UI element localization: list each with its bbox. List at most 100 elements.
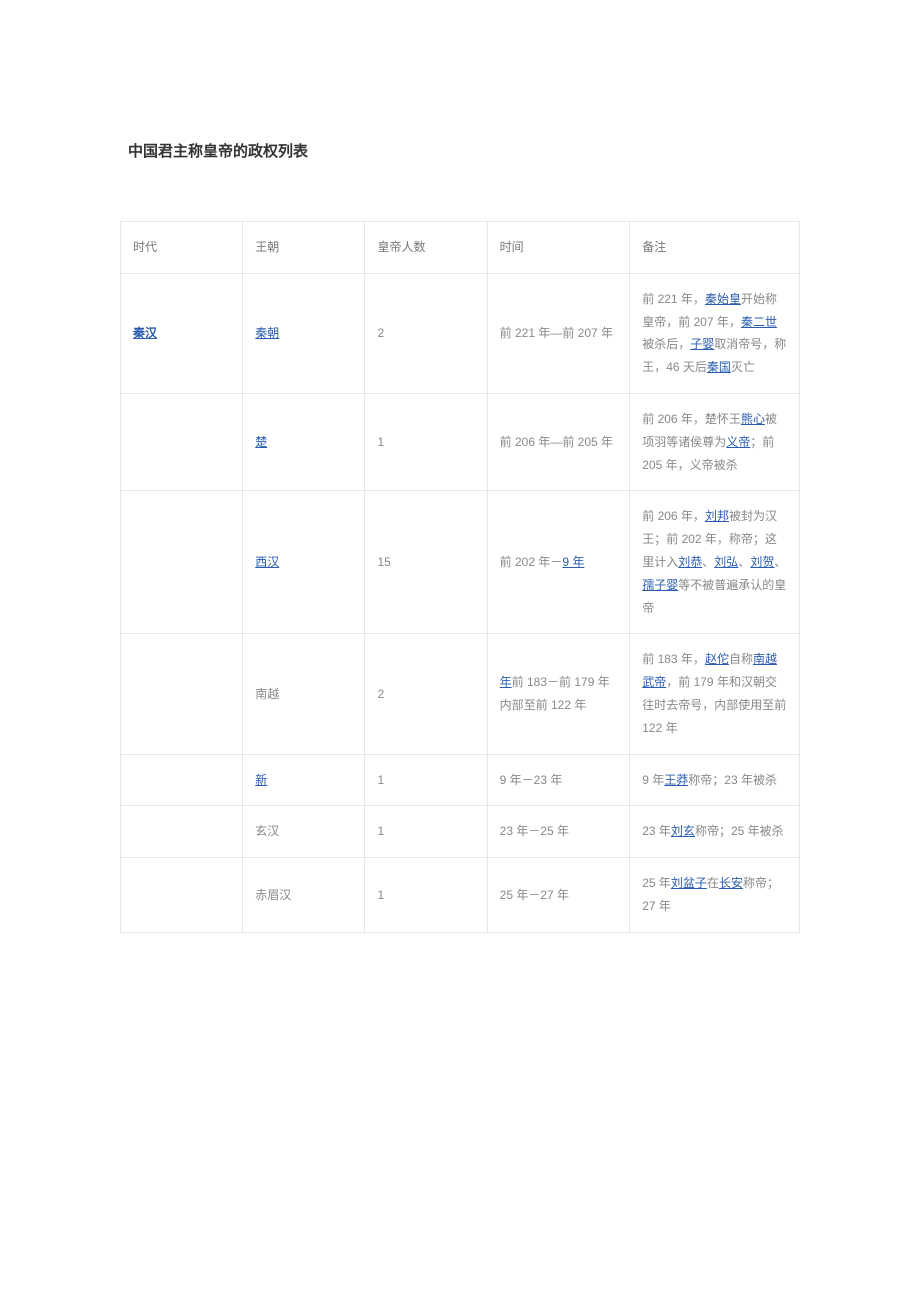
notes-link[interactable]: 秦二世: [741, 315, 777, 329]
notes-text: 灭亡: [731, 360, 755, 374]
cell-era: [121, 491, 243, 634]
cell-count: 1: [365, 393, 487, 490]
header-dynasty: 王朝: [243, 222, 365, 274]
dynasty-link[interactable]: 秦朝: [255, 326, 279, 340]
time-text: 25 年－27 年: [500, 888, 569, 902]
notes-text: 称帝；23 年被杀: [688, 773, 777, 787]
notes-text: 、: [738, 555, 750, 569]
cell-era: [121, 634, 243, 754]
cell-dynasty: 玄汉: [243, 806, 365, 858]
cell-era: 秦汉: [121, 273, 243, 393]
cell-time: 前 202 年－9 年: [487, 491, 630, 634]
dynasty-text: 赤眉汉: [255, 888, 291, 902]
notes-text: 9 年: [642, 773, 664, 787]
time-link[interactable]: 年: [500, 675, 512, 689]
cell-time: 23 年－25 年: [487, 806, 630, 858]
dynasty-link[interactable]: 楚: [255, 435, 267, 449]
notes-text: 被杀后，: [642, 337, 690, 351]
cell-notes: 前 183 年，赵佗自称南越武帝，前 179 年和汉朝交往时去帝号，内部使用至前…: [630, 634, 800, 754]
notes-link[interactable]: 孺子婴: [642, 578, 678, 592]
time-text: 内部至前 122 年: [500, 698, 587, 712]
time-text: 前 221 年—前 207 年: [500, 326, 613, 340]
cell-era: [121, 754, 243, 806]
notes-link[interactable]: 刘弘: [714, 555, 738, 569]
header-count: 皇帝人数: [365, 222, 487, 274]
notes-link[interactable]: 秦国: [707, 360, 731, 374]
emperor-regimes-table: 时代 王朝 皇帝人数 时间 备注 秦汉秦朝2前 221 年—前 207 年前 2…: [120, 221, 800, 933]
cell-time: 前 221 年—前 207 年: [487, 273, 630, 393]
cell-notes: 前 206 年，楚怀王熊心被项羽等诸侯尊为义帝；前 205 年，义帝被杀: [630, 393, 800, 490]
cell-count: 2: [365, 634, 487, 754]
table-row: 赤眉汉 1 25 年－27 年 25 年刘盆子在长安称帝；27 年: [121, 858, 800, 933]
cell-count: 1: [365, 806, 487, 858]
time-text: 前 206 年—前 205 年: [500, 435, 613, 449]
cell-notes: 前 206 年，刘邦被封为汉王；前 202 年，称帝；这里计入刘恭、刘弘、刘贺、…: [630, 491, 800, 634]
cell-dynasty: 西汉: [243, 491, 365, 634]
cell-count: 1: [365, 754, 487, 806]
cell-notes: 25 年刘盆子在长安称帝；27 年: [630, 858, 800, 933]
notes-text: 、: [774, 555, 786, 569]
notes-link[interactable]: 熊心: [741, 412, 765, 426]
time-text: 23 年－25 年: [500, 824, 569, 838]
cell-time: 25 年－27 年: [487, 858, 630, 933]
notes-link[interactable]: 义帝: [726, 435, 750, 449]
notes-link[interactable]: 刘贺: [750, 555, 774, 569]
table-row: 新 1 9 年－23 年 9 年王莽称帝；23 年被杀: [121, 754, 800, 806]
cell-count: 1: [365, 858, 487, 933]
cell-dynasty: 新: [243, 754, 365, 806]
notes-text: 23 年: [642, 824, 671, 838]
notes-link[interactable]: 王莽: [664, 773, 688, 787]
cell-notes: 前 221 年，秦始皇开始称皇帝，前 207 年，秦二世被杀后，子婴取消帝号，称…: [630, 273, 800, 393]
time-link[interactable]: 9 年: [562, 555, 584, 569]
notes-link[interactable]: 秦始皇: [705, 292, 741, 306]
table-row: 南越2年前 183－前 179 年内部至前 122 年前 183 年，赵佗自称南…: [121, 634, 800, 754]
cell-era: [121, 858, 243, 933]
header-notes: 备注: [630, 222, 800, 274]
notes-link[interactable]: 赵佗: [705, 652, 729, 666]
time-text: 前 183－前 179 年: [512, 675, 610, 689]
cell-time: 9 年－23 年: [487, 754, 630, 806]
notes-link[interactable]: 长安: [719, 876, 743, 890]
notes-link[interactable]: 刘盆子: [671, 876, 707, 890]
cell-dynasty: 楚: [243, 393, 365, 490]
time-text: 9 年－23 年: [500, 773, 563, 787]
notes-text: 前 206 年，: [642, 509, 705, 523]
notes-text: 前 221 年，: [642, 292, 705, 306]
notes-link[interactable]: 刘恭: [678, 555, 702, 569]
notes-text: 称帝；25 年被杀: [695, 824, 784, 838]
table-row: 西汉15前 202 年－9 年前 206 年，刘邦被封为汉王；前 202 年，称…: [121, 491, 800, 634]
table-header-row: 时代 王朝 皇帝人数 时间 备注: [121, 222, 800, 274]
dynasty-link[interactable]: 西汉: [255, 555, 279, 569]
page-title: 中国君主称皇帝的政权列表: [120, 140, 800, 161]
table-row: 秦汉秦朝2前 221 年—前 207 年前 221 年，秦始皇开始称皇帝，前 2…: [121, 273, 800, 393]
notes-text: 前 206 年，楚怀王: [642, 412, 741, 426]
cell-era: [121, 806, 243, 858]
notes-text: 自称: [729, 652, 753, 666]
notes-link[interactable]: 刘玄: [671, 824, 695, 838]
cell-dynasty: 秦朝: [243, 273, 365, 393]
cell-time: 年前 183－前 179 年内部至前 122 年: [487, 634, 630, 754]
cell-era: [121, 393, 243, 490]
notes-text: 、: [702, 555, 714, 569]
notes-link[interactable]: 刘邦: [705, 509, 729, 523]
notes-text: 25 年: [642, 876, 671, 890]
notes-text: 前 183 年，: [642, 652, 705, 666]
dynasty-text: 南越: [255, 687, 279, 701]
notes-link[interactable]: 子婴: [690, 337, 714, 351]
dynasty-link[interactable]: 新: [255, 773, 267, 787]
header-era: 时代: [121, 222, 243, 274]
header-time: 时间: [487, 222, 630, 274]
table-row: 楚 1 前 206 年—前 205 年 前 206 年，楚怀王熊心被项羽等诸侯尊为义帝…: [121, 393, 800, 490]
cell-dynasty: 赤眉汉: [243, 858, 365, 933]
cell-notes: 23 年刘玄称帝；25 年被杀: [630, 806, 800, 858]
notes-text: 在: [707, 876, 719, 890]
dynasty-text: 玄汉: [255, 824, 279, 838]
time-text: 前 202 年－: [500, 555, 563, 569]
cell-count: 15: [365, 491, 487, 634]
cell-count: 2: [365, 273, 487, 393]
table-row: 玄汉 1 23 年－25 年 23 年刘玄称帝；25 年被杀: [121, 806, 800, 858]
cell-notes: 9 年王莽称帝；23 年被杀: [630, 754, 800, 806]
cell-dynasty: 南越: [243, 634, 365, 754]
era-link[interactable]: 秦汉: [133, 326, 157, 340]
cell-time: 前 206 年—前 205 年: [487, 393, 630, 490]
